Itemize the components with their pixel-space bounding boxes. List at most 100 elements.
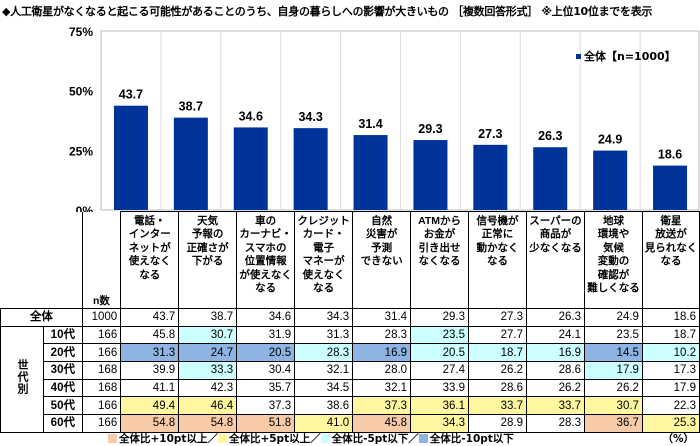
legend-item: 全体比+5pt以上／ bbox=[217, 433, 321, 445]
row-label: 50代 bbox=[43, 396, 83, 416]
value-cell: 31.4 bbox=[352, 308, 412, 327]
data-label: 34.3 bbox=[298, 110, 322, 124]
value-cell: 32.1 bbox=[352, 378, 412, 398]
legend-item: 全体比+10pt以上／ bbox=[108, 433, 218, 445]
value-cell: 41.0 bbox=[294, 414, 354, 433]
value-cell: 22.3 bbox=[641, 396, 700, 416]
value-cell: 23.5 bbox=[583, 325, 643, 345]
legend-label: 全体【n=1000】 bbox=[583, 49, 676, 63]
value-cell: 34.5 bbox=[294, 378, 354, 398]
bar bbox=[653, 165, 688, 210]
category-header: クレジット カード・ 電子 マネーが 使えなく なる bbox=[294, 211, 354, 309]
n-cell: 168 bbox=[81, 361, 122, 380]
value-cell: 33.7 bbox=[526, 396, 585, 416]
legend-swatch bbox=[217, 434, 227, 443]
row-label: 全体 bbox=[0, 308, 83, 327]
table-row-total: 全体 1000 43.7 38.7 34.6 34.3 31.4 29.3 27.3 26.3 24… bbox=[0, 308, 700, 327]
y-tick-label: 25% bbox=[69, 144, 93, 158]
value-cell: 30.4 bbox=[236, 361, 296, 380]
value-cell: 28.9 bbox=[468, 414, 527, 433]
data-label: 18.6 bbox=[658, 148, 682, 162]
value-cell: 26.2 bbox=[468, 361, 527, 380]
bar bbox=[353, 135, 388, 210]
category-header: 天気 予報の 正確さが 下がる bbox=[178, 211, 238, 309]
row-label: 10代 bbox=[43, 325, 83, 345]
data-label: 34.6 bbox=[239, 109, 263, 123]
table-row: 30代 168 39.9 33.3 30.4 32.1 28.0 27.4 26.2 28.6 17… bbox=[1, 361, 700, 380]
value-cell: 28.3 bbox=[526, 414, 585, 433]
data-label: 24.9 bbox=[598, 133, 622, 147]
n-cell: 166 bbox=[81, 325, 122, 345]
value-cell: 33.3 bbox=[178, 361, 238, 380]
value-cell: 31.3 bbox=[294, 325, 354, 345]
value-cell: 34.3 bbox=[410, 414, 470, 433]
group-label: 世代別 bbox=[16, 359, 28, 396]
row-label: 20代 bbox=[43, 343, 83, 363]
row-label: 30代 bbox=[43, 361, 83, 380]
legend-swatch bbox=[108, 434, 117, 443]
category-header: ATMから お金が 引き出せ なくなる bbox=[410, 211, 470, 309]
value-cell: 42.3 bbox=[178, 378, 238, 398]
bar bbox=[113, 105, 148, 210]
value-cell: 51.8 bbox=[236, 414, 296, 433]
value-cell: 34.6 bbox=[236, 308, 296, 327]
value-cell: 30.7 bbox=[178, 325, 238, 345]
data-label: 29.3 bbox=[418, 122, 442, 136]
value-cell: 38.7 bbox=[178, 308, 238, 327]
value-cell: 32.1 bbox=[294, 361, 354, 380]
category-header: 地球 環境や 気候 変動の 確認が 難しくなる bbox=[583, 211, 643, 309]
bar bbox=[173, 117, 208, 210]
row-label: 60代 bbox=[43, 414, 83, 433]
value-cell: 39.9 bbox=[120, 361, 180, 380]
value-cell: 27.3 bbox=[468, 308, 527, 327]
legend-swatch bbox=[418, 434, 428, 443]
category-header: スーパーの 商品が 少なくなる bbox=[526, 211, 585, 309]
group-cell: 世代別 bbox=[0, 325, 44, 433]
value-cell: 37.3 bbox=[352, 396, 412, 416]
n-cell: 166 bbox=[81, 414, 122, 433]
category-header: 衛星 放送が 見られなく なる bbox=[641, 211, 700, 309]
value-cell: 45.8 bbox=[352, 414, 412, 433]
value-cell: 17.9 bbox=[641, 378, 700, 398]
value-cell: 20.5 bbox=[236, 343, 296, 363]
value-cell: 27.4 bbox=[410, 361, 470, 380]
legend-item: 全体比-10pt以下 bbox=[418, 433, 514, 445]
highlight-legend: 全体比+10pt以上／ 全体比+5pt以上／ 全体比-5pt以下／ 全体比-10pt以… bbox=[108, 431, 514, 446]
chart-title: ◆人工衛星がなくなると起こる可能性があることのうち、自身の暮らしへの影響が大きい… bbox=[2, 5, 653, 18]
table-row: 40代 168 41.1 42.3 35.7 34.5 32.1 33.9 28.6 26.2 26… bbox=[1, 378, 700, 398]
value-cell: 36.7 bbox=[583, 414, 643, 433]
table-row: 60代 166 54.8 54.8 51.8 41.0 45.8 34.3 28.9 28.3 36… bbox=[1, 414, 700, 433]
bar bbox=[533, 147, 568, 210]
legend-text: 全体比-10pt以下 bbox=[429, 433, 514, 445]
value-cell: 35.7 bbox=[236, 378, 296, 398]
value-cell: 43.7 bbox=[120, 308, 180, 327]
legend-text: 全体比+10pt以上／ bbox=[119, 433, 218, 445]
value-cell: 41.1 bbox=[120, 378, 180, 398]
value-cell: 37.3 bbox=[236, 396, 296, 416]
value-cell: 49.4 bbox=[120, 396, 180, 416]
value-cell: 14.5 bbox=[583, 343, 643, 363]
value-cell: 23.5 bbox=[410, 325, 470, 345]
legend-swatch bbox=[576, 54, 581, 59]
data-table: n数 電話・ インター ネットが 使えなく なる 天気 予報の 正確さが 下がる車… bbox=[0, 211, 700, 433]
value-cell: 18.6 bbox=[641, 308, 700, 327]
value-cell: 28.0 bbox=[352, 361, 412, 380]
value-cell: 33.9 bbox=[410, 378, 470, 398]
value-cell: 17.9 bbox=[583, 361, 643, 380]
value-cell: 24.7 bbox=[178, 343, 238, 363]
data-label: 38.7 bbox=[179, 100, 203, 114]
n-cell: 168 bbox=[81, 378, 122, 398]
value-cell: 46.4 bbox=[178, 396, 238, 416]
value-cell: 24.9 bbox=[583, 308, 643, 327]
value-cell: 27.7 bbox=[468, 325, 527, 345]
category-header: 車の カーナビ・ スマホの 位置情報 が使えなく なる bbox=[236, 211, 296, 309]
unit-label: （%） bbox=[662, 433, 694, 445]
value-cell: 16.9 bbox=[526, 343, 585, 363]
legend-item: 全体比-5pt以下／ bbox=[320, 433, 419, 445]
value-cell: 25.3 bbox=[641, 414, 700, 433]
value-cell: 28.6 bbox=[526, 361, 585, 380]
value-cell: 10.2 bbox=[641, 343, 700, 363]
value-cell: 34.3 bbox=[294, 308, 354, 327]
value-cell: 24.1 bbox=[526, 325, 585, 345]
value-cell: 26.2 bbox=[583, 378, 643, 398]
